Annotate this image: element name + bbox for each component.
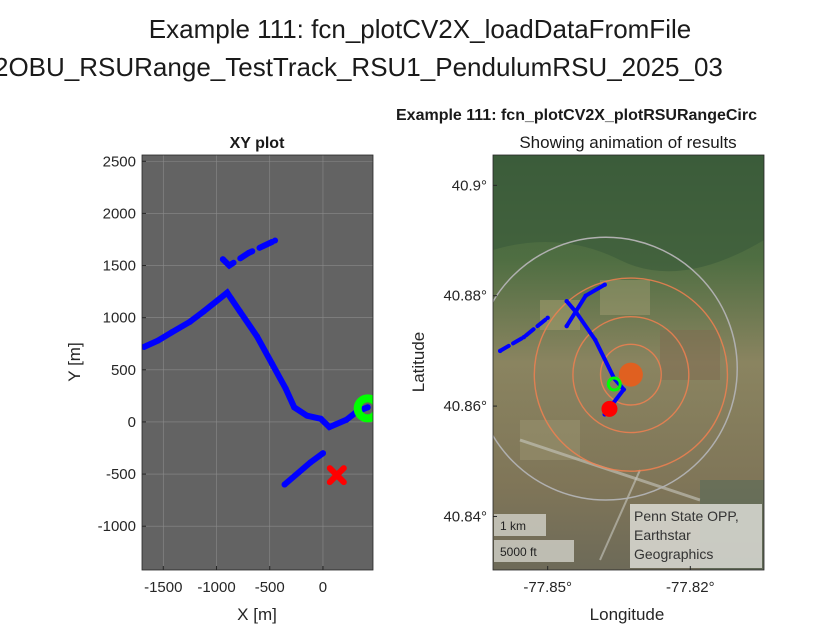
map-scalebar: 1 km 5000 ft xyxy=(494,514,574,562)
xy-trace-point-23 xyxy=(307,459,314,466)
map-attribution: Penn State OPP, Earthstar Geographics xyxy=(630,504,762,568)
map-trace-point-10 xyxy=(583,293,588,298)
map-trace-point-5 xyxy=(593,337,598,343)
xy-ytick-label-5: 1500 xyxy=(103,258,136,275)
xy-trace-point-11 xyxy=(291,404,298,411)
xy-trace-segment-1 xyxy=(219,237,279,270)
rsu-range-map-ylabel: Latitude xyxy=(409,332,428,393)
map-trace-point-3 xyxy=(564,299,569,304)
map-ytick-label-2: 40.86° xyxy=(443,398,487,415)
map-trace-segment-0 xyxy=(498,315,550,353)
map-trace-point-2 xyxy=(545,315,550,320)
xy-trace-point-20 xyxy=(245,250,252,257)
xy-plot-data xyxy=(142,237,373,488)
xy-trace-point-22 xyxy=(319,450,326,457)
xy-plot-xlabel: X [m] xyxy=(237,605,277,624)
xy-plot-ticks: -1500 -1000 -500 0 -1000 -500 0 500 1000 1500 2000… xyxy=(98,153,328,596)
xy-trace-segment-0 xyxy=(142,288,371,431)
xy-trace-point-1 xyxy=(154,337,161,344)
xy-plot-ylabel: Y [m] xyxy=(65,342,84,381)
map-trace-point-1 xyxy=(521,334,527,340)
xy-plot-title: XY plot xyxy=(230,135,285,152)
xy-ytick-label-0: -1000 xyxy=(98,518,136,535)
map-trace-point-11 xyxy=(602,282,607,287)
xy-ytick-label-7: 2500 xyxy=(103,153,136,170)
attribution-line-1: Penn State OPP, xyxy=(634,508,739,524)
xy-ytick-label-2: 0 xyxy=(128,414,136,431)
xy-trace-point-4 xyxy=(200,308,207,315)
xy-trace-point-8 xyxy=(253,333,260,340)
map-trace-point-7 xyxy=(621,387,626,392)
figure-subtitle: 2OBU_RSURange_TestTrack_RSU1_PendulumRSU… xyxy=(0,52,723,82)
map-range-circle-1 xyxy=(572,315,690,434)
xy-trace-point-2 xyxy=(168,329,175,336)
rsu-range-map-xlabel: Longitude xyxy=(590,605,665,624)
map-trace-point-9 xyxy=(564,323,569,329)
map-range-circle-0 xyxy=(599,343,662,406)
figure-title: Example 111: fcn_plotCV2X_loadDataFromFi… xyxy=(148,14,692,44)
map-outer-range-circle xyxy=(493,236,738,501)
xy-end-marker xyxy=(326,465,347,486)
xy-trace-point-19 xyxy=(226,262,233,269)
map-xtick-label-1: -77.82° xyxy=(666,579,715,596)
xy-plot-background xyxy=(142,155,373,570)
map-ytick-label-0: 40.9° xyxy=(452,177,487,194)
map-rsu-marker xyxy=(618,362,643,387)
scalebar-ft: 5000 ft xyxy=(500,545,537,559)
rsu-range-map-data xyxy=(493,236,738,501)
xy-trace-point-15 xyxy=(343,416,350,423)
xy-trace-point-6 xyxy=(228,295,235,302)
xy-trace-point-3 xyxy=(186,318,193,325)
xy-xtick-label-1: -1000 xyxy=(197,579,235,596)
map-start-marker xyxy=(606,376,622,392)
map-end-marker xyxy=(601,400,618,417)
rsu-range-map-ticks: -77.85° -77.82° 40.9° 40.88° 40.86° 40.84° xyxy=(443,177,714,596)
xy-xtick-label-0: -1500 xyxy=(144,579,182,596)
xy-xtick-label-3: 0 xyxy=(319,579,327,596)
xy-trace-point-21 xyxy=(272,237,279,244)
xy-trace-point-5 xyxy=(224,289,231,296)
xy-trace-point-7 xyxy=(236,308,243,315)
map-ytick-label-1: 40.88° xyxy=(443,288,487,305)
xy-trace-point-10 xyxy=(282,385,289,392)
xy-trace-point-24 xyxy=(281,481,288,488)
xy-start-marker xyxy=(353,394,373,423)
xy-ytick-label-3: 500 xyxy=(111,362,136,379)
attribution-line-3: Geographics xyxy=(634,546,713,562)
map-trace-point-4 xyxy=(574,310,579,315)
map-ytick-label-3: 40.84° xyxy=(443,508,487,525)
xy-plot-frame xyxy=(141,154,374,571)
rsu-range-map-subtitle: Showing animation of results xyxy=(519,133,736,152)
satellite-basemap xyxy=(493,155,764,570)
xy-trace-point-18 xyxy=(219,256,226,263)
scalebar-km: 1 km xyxy=(500,519,526,533)
rsu-range-map-axes: 1 km 5000 ft Penn State OPP, Earthstar G… xyxy=(396,107,765,624)
xy-ytick-label-4: 1000 xyxy=(103,310,136,327)
xy-ytick-label-1: -500 xyxy=(106,466,136,483)
xy-trace-point-13 xyxy=(317,415,324,422)
map-range-circle-2 xyxy=(533,277,729,472)
rsu-range-map-title: Example 111: fcn_plotCV2X_plotRSURangeCi… xyxy=(396,107,757,124)
xy-xtick-label-2: -500 xyxy=(255,579,285,596)
attribution-line-2: Earthstar xyxy=(634,527,691,543)
xy-trace-point-17 xyxy=(364,404,371,411)
map-trace-point-0 xyxy=(497,348,503,354)
xy-trace-point-0 xyxy=(142,343,148,350)
rsu-range-map-frame xyxy=(492,154,765,571)
map-xtick-label-0: -77.85° xyxy=(523,579,572,596)
xy-plot-axes: -1500 -1000 -500 0 -1000 -500 0 500 1000 1500 2000… xyxy=(65,135,374,624)
xy-ytick-label-6: 2000 xyxy=(103,205,136,222)
xy-trace-point-14 xyxy=(326,424,333,431)
xy-trace-point-9 xyxy=(268,360,275,367)
xy-trace-point-12 xyxy=(304,412,310,419)
